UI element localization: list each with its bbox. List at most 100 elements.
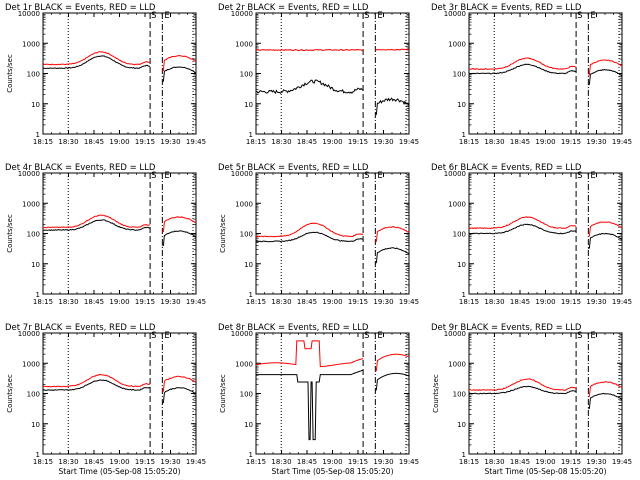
start-marker-label: S: [151, 171, 156, 181]
y-tick-label: 100: [453, 71, 466, 79]
y-tick-label: 1000: [22, 360, 40, 368]
chart-title: Det 8r BLACK = Events, RED = LLD: [218, 323, 369, 333]
x-tick-label: 18:45: [297, 298, 317, 306]
chart-panel-3: Det 3r BLACK = Events, RED = LLD 1 10 100 10…: [431, 3, 632, 146]
lld-series-line-pre: [468, 216, 577, 230]
x-tick-label: 19:30: [160, 138, 180, 146]
y-tick-label: 10000: [444, 170, 466, 178]
end-marker-label: E: [590, 331, 595, 341]
y-tick-label: 1: [36, 131, 40, 139]
x-tick-label: 18:30: [58, 298, 78, 306]
y-tick-label: 10: [244, 261, 253, 269]
x-tick-label: 19:15: [561, 458, 581, 466]
lld-series-line-post: [162, 54, 197, 72]
y-axis-label: Counts/sec: [219, 374, 227, 413]
end-marker-label: E: [164, 171, 169, 181]
x-tick-label: 19:45: [399, 138, 419, 146]
x-tick-label: 19:15: [135, 458, 155, 466]
x-tick-label: 19:45: [186, 458, 206, 466]
y-tick-label: 10000: [231, 10, 253, 18]
x-tick-label: 19:15: [348, 458, 368, 466]
x-tick-label: 18:15: [33, 138, 53, 146]
x-tick-label: 19:15: [561, 138, 581, 146]
x-tick-label: 19:00: [109, 298, 129, 306]
x-tick-label: 19:45: [399, 298, 419, 306]
chart-title: Det 4r BLACK = Events, RED = LLD: [5, 163, 156, 173]
end-marker-label: E: [377, 171, 382, 181]
x-tick-label: 19:15: [348, 298, 368, 306]
y-tick-label: 10000: [231, 330, 253, 338]
x-tick-label: 18:30: [271, 138, 291, 146]
x-axis-label: Start Time (05-Sep-08 15:05:20): [59, 467, 181, 476]
events-series-line-pre: [42, 55, 151, 70]
x-tick-label: 19:00: [535, 298, 555, 306]
lld-series-line-pre: [468, 378, 577, 391]
y-tick-label: 100: [240, 231, 253, 239]
x-tick-label: 18:45: [510, 298, 530, 306]
chart-panel-4: Det 4r BLACK = Events, RED = LLD 1 10 100 10…: [5, 163, 206, 306]
events-series-line-post: [162, 230, 197, 247]
y-tick-label: 1: [462, 291, 466, 299]
x-tick-label: 18:45: [84, 298, 104, 306]
y-tick-label: 10: [457, 421, 466, 429]
lld-series-line-post: [375, 353, 410, 372]
y-tick-label: 100: [453, 391, 466, 399]
plot-frame: [255, 12, 410, 135]
y-tick-label: 1: [462, 451, 466, 459]
y-tick-label: 10000: [18, 170, 40, 178]
y-tick-label: 1: [249, 291, 253, 299]
events-series-line-pre: [469, 385, 577, 395]
plot-frame: [255, 332, 410, 455]
x-tick-label: 19:30: [373, 298, 393, 306]
y-tick-label: 10: [31, 261, 40, 269]
lld-series-line-post: [162, 375, 197, 393]
start-marker-label: S: [364, 171, 369, 181]
x-tick-label: 19:00: [322, 298, 342, 306]
x-tick-label: 18:15: [246, 138, 266, 146]
x-tick-label: 19:45: [612, 298, 632, 306]
x-tick-label: 18:15: [459, 138, 479, 146]
x-tick-label: 19:15: [561, 298, 581, 306]
chart-panel-1: Det 1r BLACK = Events, RED = LLD 1 10 100 10…: [5, 3, 206, 146]
x-tick-label: 18:45: [510, 458, 530, 466]
y-axis-label: Counts/sec: [219, 214, 227, 253]
lld-series-line-post: [587, 59, 623, 76]
chart-panel-8: Det 8r BLACK = Events, RED = LLD 1 10 100 10…: [218, 323, 419, 476]
y-tick-label: 10: [457, 101, 466, 109]
y-tick-label: 10: [31, 101, 40, 109]
plot-frame: [42, 12, 197, 135]
x-tick-label: 19:45: [399, 458, 419, 466]
chart-title: Det 1r BLACK = Events, RED = LLD: [5, 3, 156, 13]
chart-title: Det 6r BLACK = Events, RED = LLD: [431, 163, 582, 173]
chart-title: Det 7r BLACK = Events, RED = LLD: [5, 323, 156, 333]
x-tick-label: 19:15: [348, 138, 368, 146]
events-series-line-post: [162, 387, 197, 404]
y-tick-label: 1000: [22, 200, 40, 208]
y-axis-label: Counts/sec: [432, 374, 440, 413]
y-tick-label: 1000: [448, 360, 466, 368]
end-marker-label: E: [377, 11, 382, 21]
lld-series-line-pre: [42, 373, 151, 388]
start-marker-label: S: [577, 331, 582, 341]
events-series-line-post: [375, 372, 410, 391]
events-series-line-post: [588, 69, 623, 86]
x-tick-label: 19:45: [186, 138, 206, 146]
chart-title: Det 9r BLACK = Events, RED = LLD: [431, 323, 582, 333]
x-tick-label: 19:30: [586, 458, 606, 466]
plot-frame: [42, 332, 197, 455]
x-tick-label: 19:30: [160, 298, 180, 306]
x-tick-label: 18:30: [271, 458, 291, 466]
x-tick-label: 18:30: [58, 138, 78, 146]
x-tick-label: 19:30: [373, 138, 393, 146]
events-series-line-post: [162, 66, 197, 83]
x-tick-label: 19:00: [535, 138, 555, 146]
x-tick-label: 18:30: [484, 138, 504, 146]
events-series-line-pre: [42, 379, 151, 391]
x-tick-label: 18:15: [33, 298, 53, 306]
x-tick-label: 19:15: [135, 138, 155, 146]
chart-panel-6: Det 6r BLACK = Events, RED = LLD 1 10 100 10…: [431, 163, 632, 306]
x-tick-label: 18:45: [510, 138, 530, 146]
x-axis-label: Start Time (05-Sep-08 15:05:20): [485, 467, 607, 476]
events-series-line-pre: [42, 219, 151, 231]
